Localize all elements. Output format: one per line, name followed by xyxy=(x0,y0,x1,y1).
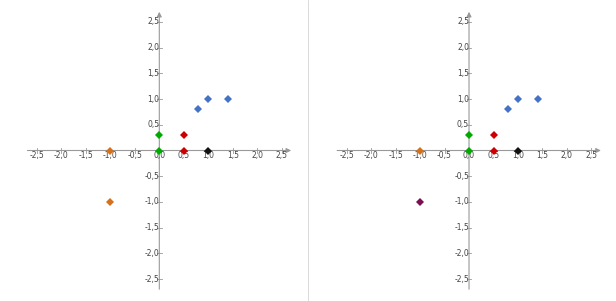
Text: 1,0: 1,0 xyxy=(457,95,469,104)
Text: -0,5: -0,5 xyxy=(144,172,160,181)
Text: 2,0: 2,0 xyxy=(561,150,573,160)
Text: -2,0: -2,0 xyxy=(54,150,69,160)
Text: -2,5: -2,5 xyxy=(30,150,44,160)
Text: 0,5: 0,5 xyxy=(147,120,160,129)
Text: 0,0: 0,0 xyxy=(153,150,165,160)
Text: -1,0: -1,0 xyxy=(145,197,160,206)
Text: -2,5: -2,5 xyxy=(339,150,354,160)
Text: -0,5: -0,5 xyxy=(128,150,142,160)
Text: 2,5: 2,5 xyxy=(147,17,160,26)
Text: 0,0: 0,0 xyxy=(463,150,475,160)
Text: 0,5: 0,5 xyxy=(487,150,500,160)
Text: 0,5: 0,5 xyxy=(178,150,190,160)
Text: -1,5: -1,5 xyxy=(145,223,160,232)
Text: 1,5: 1,5 xyxy=(147,69,160,78)
Text: 2,5: 2,5 xyxy=(585,150,598,160)
Text: -2,5: -2,5 xyxy=(454,275,469,284)
Text: 1,0: 1,0 xyxy=(512,150,524,160)
Text: 1,0: 1,0 xyxy=(202,150,214,160)
Text: -0,5: -0,5 xyxy=(454,172,469,181)
Text: -2,0: -2,0 xyxy=(454,249,469,258)
Text: 2,5: 2,5 xyxy=(276,150,288,160)
Text: 1,5: 1,5 xyxy=(537,150,548,160)
Text: 2,0: 2,0 xyxy=(251,150,263,160)
Text: -0,5: -0,5 xyxy=(437,150,452,160)
Text: -1,0: -1,0 xyxy=(413,150,428,160)
Text: -1,5: -1,5 xyxy=(388,150,403,160)
Text: -1,5: -1,5 xyxy=(454,223,469,232)
Text: -1,0: -1,0 xyxy=(103,150,118,160)
Text: 2,0: 2,0 xyxy=(457,43,469,52)
Text: -2,5: -2,5 xyxy=(145,275,160,284)
Text: 1,5: 1,5 xyxy=(227,150,239,160)
Text: -2,0: -2,0 xyxy=(145,249,160,258)
Text: -1,0: -1,0 xyxy=(454,197,469,206)
Text: 1,5: 1,5 xyxy=(457,69,469,78)
Text: -2,0: -2,0 xyxy=(363,150,378,160)
Text: 1,0: 1,0 xyxy=(147,95,160,104)
Text: 2,5: 2,5 xyxy=(457,17,469,26)
Text: 0,5: 0,5 xyxy=(457,120,469,129)
Text: 2,0: 2,0 xyxy=(147,43,160,52)
Text: -1,5: -1,5 xyxy=(78,150,93,160)
